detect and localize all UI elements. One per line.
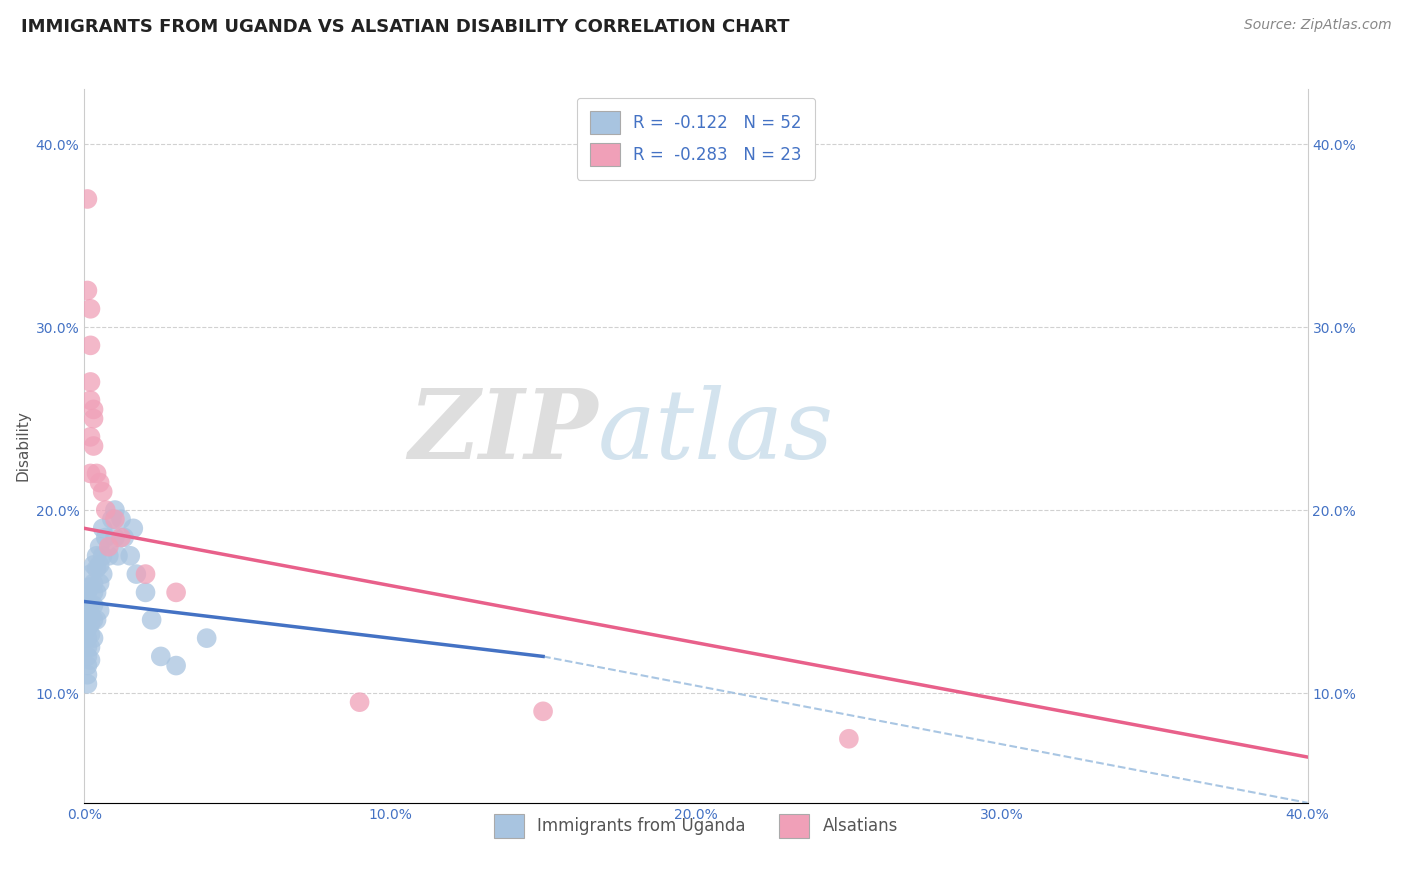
Point	[838, 731, 860, 746]
Point	[120, 549, 142, 563]
Point	[349, 695, 371, 709]
Point	[86, 467, 108, 481]
Point	[101, 512, 124, 526]
Point	[79, 640, 101, 655]
Point	[79, 338, 101, 352]
Point	[83, 613, 105, 627]
Text: IMMIGRANTS FROM UGANDA VS ALSATIAN DISABILITY CORRELATION CHART: IMMIGRANTS FROM UGANDA VS ALSATIAN DISAB…	[21, 18, 790, 36]
Point	[83, 411, 105, 425]
Point	[76, 284, 98, 298]
Point	[97, 549, 120, 563]
Point	[76, 677, 98, 691]
Point	[79, 301, 101, 316]
Point	[83, 576, 105, 591]
Point	[165, 658, 187, 673]
Point	[195, 631, 218, 645]
Point	[104, 512, 127, 526]
Point	[135, 585, 157, 599]
Point	[79, 430, 101, 444]
Point	[76, 622, 98, 636]
Point	[91, 567, 114, 582]
Point	[141, 613, 163, 627]
Point	[97, 540, 120, 554]
Point	[79, 580, 101, 594]
Point	[79, 375, 101, 389]
Point	[94, 531, 117, 545]
Point	[83, 585, 105, 599]
Point	[83, 631, 105, 645]
Point	[79, 598, 101, 612]
Point	[531, 704, 554, 718]
Point	[135, 567, 157, 582]
Point	[122, 521, 145, 535]
Point	[76, 585, 98, 599]
Point	[76, 640, 98, 655]
Point	[165, 585, 187, 599]
Point	[79, 653, 101, 667]
Point	[89, 475, 111, 490]
Point	[104, 531, 127, 545]
Y-axis label: Disability: Disability	[15, 410, 30, 482]
Point	[89, 604, 111, 618]
Text: atlas: atlas	[598, 384, 834, 479]
Point	[86, 613, 108, 627]
Point	[76, 667, 98, 681]
Point	[104, 503, 127, 517]
Point	[86, 585, 108, 599]
Point	[79, 567, 101, 582]
Point	[110, 512, 132, 526]
Point	[76, 649, 98, 664]
Text: Source: ZipAtlas.com: Source: ZipAtlas.com	[1244, 18, 1392, 32]
Point	[83, 598, 105, 612]
Point	[79, 393, 101, 408]
Point	[125, 567, 148, 582]
Point	[76, 658, 98, 673]
Text: ZIP: ZIP	[409, 384, 598, 479]
Point	[79, 607, 101, 622]
Point	[79, 627, 101, 641]
Point	[76, 631, 98, 645]
Point	[112, 531, 135, 545]
Point	[76, 613, 98, 627]
Point	[86, 549, 108, 563]
Point	[89, 558, 111, 572]
Point	[91, 484, 114, 499]
Point	[86, 561, 108, 575]
Point	[94, 503, 117, 517]
Point	[83, 402, 105, 417]
Point	[149, 649, 172, 664]
Point	[107, 549, 129, 563]
Point	[110, 531, 132, 545]
Point	[76, 192, 98, 206]
Point	[83, 439, 105, 453]
Point	[76, 594, 98, 608]
Point	[91, 549, 114, 563]
Point	[79, 467, 101, 481]
Point	[89, 540, 111, 554]
Legend: Immigrants from Uganda, Alsatians: Immigrants from Uganda, Alsatians	[488, 807, 904, 845]
Point	[79, 616, 101, 631]
Point	[89, 576, 111, 591]
Point	[76, 604, 98, 618]
Point	[83, 558, 105, 572]
Point	[91, 521, 114, 535]
